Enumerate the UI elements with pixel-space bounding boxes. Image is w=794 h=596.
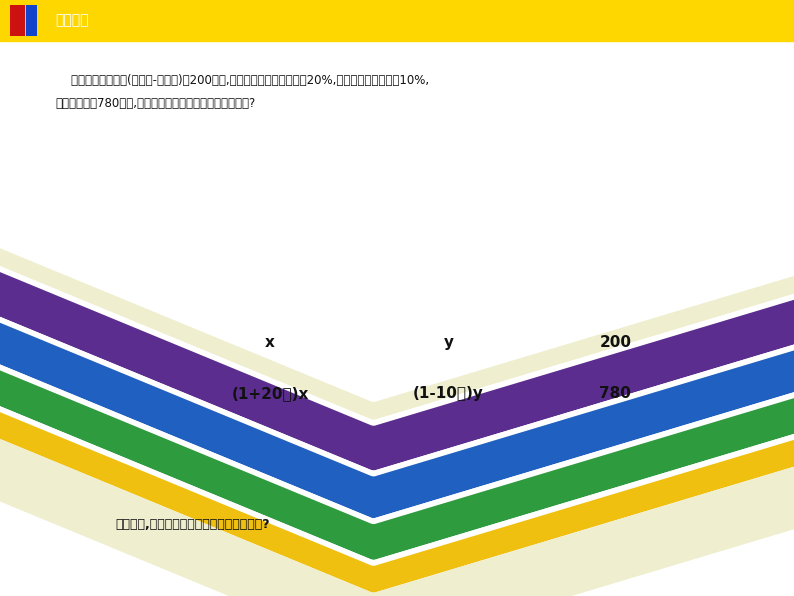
FancyBboxPatch shape xyxy=(26,5,37,36)
Text: y: y xyxy=(444,335,453,350)
Bar xyxy=(0,0,794,41)
Polygon shape xyxy=(0,249,794,420)
Text: 200: 200 xyxy=(599,335,631,350)
Text: 根据上表,你能通过列方程组解决这个问题吗?: 根据上表,你能通过列方程组解决这个问题吗? xyxy=(115,518,270,531)
Text: (1+20％)x: (1+20％)x xyxy=(231,386,309,401)
Polygon shape xyxy=(0,266,794,426)
Polygon shape xyxy=(0,439,794,596)
Text: x: x xyxy=(265,335,275,350)
Polygon shape xyxy=(0,317,794,476)
Polygon shape xyxy=(0,323,794,518)
Polygon shape xyxy=(0,406,794,566)
Polygon shape xyxy=(0,272,794,470)
Polygon shape xyxy=(0,412,794,592)
Text: (1-10％)y: (1-10％)y xyxy=(413,386,484,401)
Polygon shape xyxy=(0,370,794,560)
Text: 鸿合科技: 鸿合科技 xyxy=(56,13,89,27)
Text: 某工厂去年的利润(总产值-总支出)为200万元,今年总产值比去年增加了20%,总支出比去年减少了10%,: 某工厂去年的利润(总产值-总支出)为200万元,今年总产值比去年增加了20%,总… xyxy=(56,74,429,88)
FancyBboxPatch shape xyxy=(10,5,25,36)
Text: 780: 780 xyxy=(599,386,631,401)
Text: 今年的利润为780万元,去年的总产值、总支出各是多少万元?: 今年的利润为780万元,去年的总产值、总支出各是多少万元? xyxy=(56,97,256,110)
Polygon shape xyxy=(0,364,794,524)
